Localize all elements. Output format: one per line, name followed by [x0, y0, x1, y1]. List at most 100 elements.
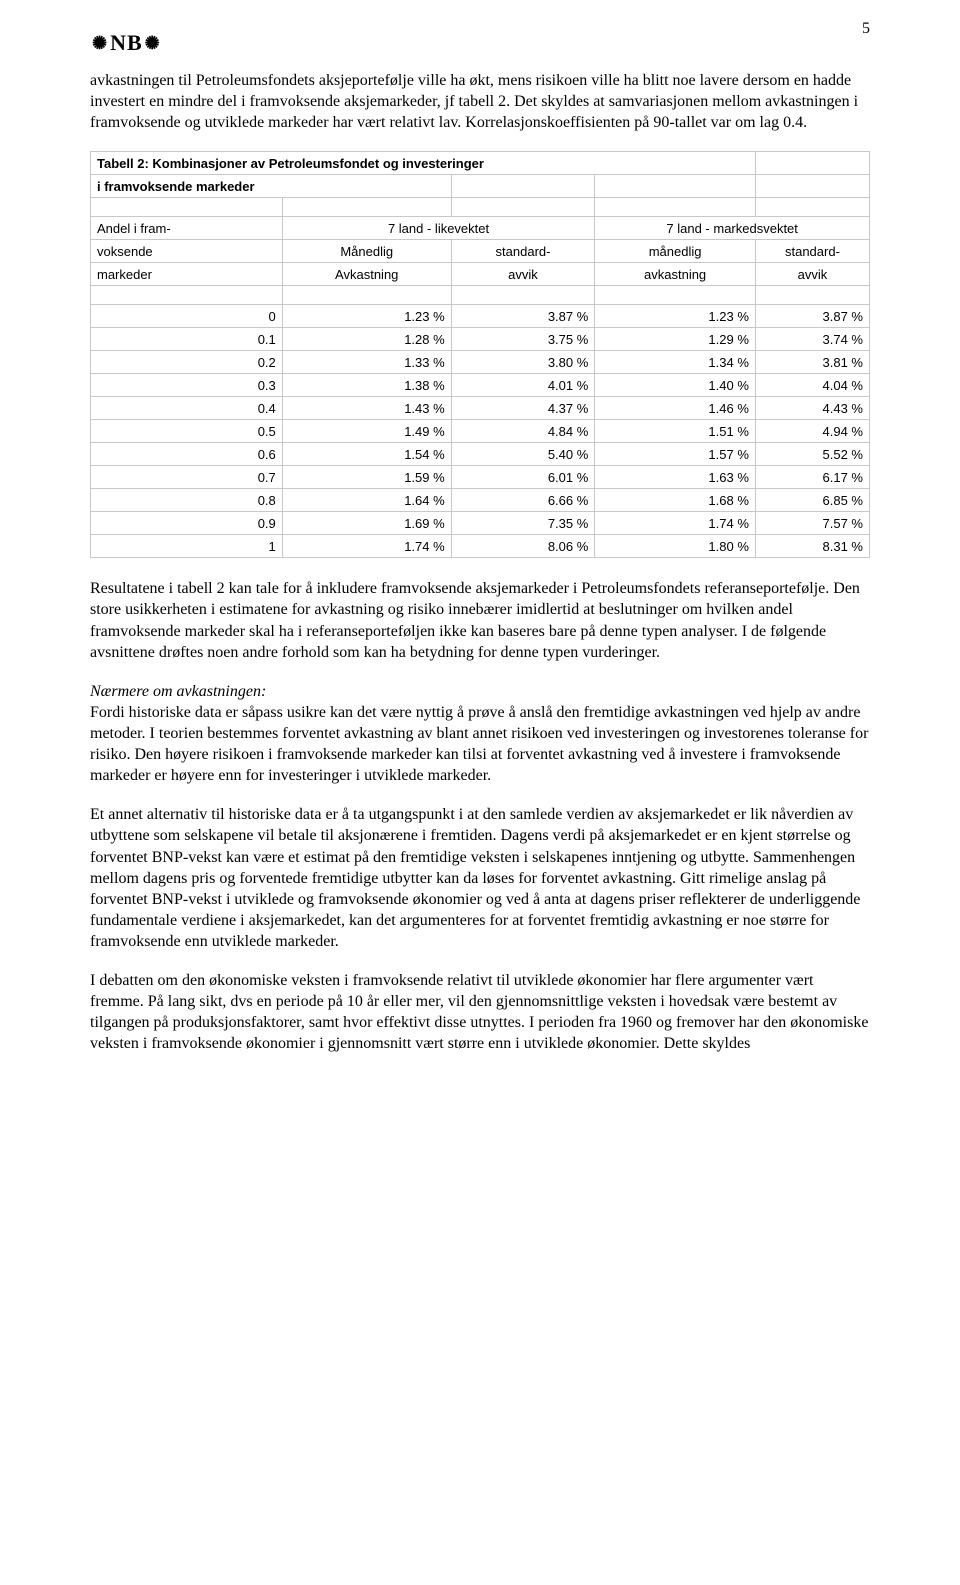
- table-cell: 7.35 %: [451, 512, 595, 535]
- data-table: Tabell 2: Kombinasjoner av Petroleumsfon…: [90, 151, 870, 558]
- table-row: 0.81.64 %6.66 %1.68 %6.85 %: [91, 489, 870, 512]
- table-cell: 1.54 %: [282, 443, 451, 466]
- table-cell: 0.5: [91, 420, 283, 443]
- table-row: 01.23 %3.87 %1.23 %3.87 %: [91, 305, 870, 328]
- table-header-row: Andel i fram- 7 land - likevektet 7 land…: [91, 217, 870, 240]
- paragraph: avkastningen til Petroleumsfondets aksje…: [90, 70, 870, 133]
- table-cell: 1.43 %: [282, 397, 451, 420]
- table-cell: 1.34 %: [595, 351, 756, 374]
- table-cell: 1: [91, 535, 283, 558]
- subheading: Nærmere om avkastningen:: [90, 683, 266, 700]
- table-cell: 1.33 %: [282, 351, 451, 374]
- table-cell: 7.57 %: [755, 512, 869, 535]
- table-row: 11.74 %8.06 %1.80 %8.31 %: [91, 535, 870, 558]
- table-spacer-row: [91, 198, 870, 217]
- table-cell: 4.43 %: [755, 397, 869, 420]
- table-cell: 6.85 %: [755, 489, 869, 512]
- table-cell: 6.01 %: [451, 466, 595, 489]
- table-cell: 0.2: [91, 351, 283, 374]
- table-cell: 1.59 %: [282, 466, 451, 489]
- table-header-row: markeder Avkastning avvik avkastning avv…: [91, 263, 870, 286]
- col-header: markeder: [91, 263, 283, 286]
- table-cell: 0: [91, 305, 283, 328]
- table-cell: 1.29 %: [595, 328, 756, 351]
- table-cell: 3.74 %: [755, 328, 869, 351]
- paragraph: Et annet alternativ til historiske data …: [90, 804, 870, 952]
- table-body: 01.23 %3.87 %1.23 %3.87 %0.11.28 %3.75 %…: [91, 305, 870, 558]
- table-cell: 1.74 %: [595, 512, 756, 535]
- table-row: 0.31.38 %4.01 %1.40 %4.04 %: [91, 374, 870, 397]
- table-cell: 4.04 %: [755, 374, 869, 397]
- table-cell: 1.74 %: [282, 535, 451, 558]
- col-header: Månedlig: [282, 240, 451, 263]
- empty-cell: [451, 175, 595, 198]
- paragraph: Resultatene i tabell 2 kan tale for å in…: [90, 578, 870, 662]
- col-header: månedlig: [595, 240, 756, 263]
- table-cell: 3.87 %: [755, 305, 869, 328]
- table-cell: 1.57 %: [595, 443, 756, 466]
- table-cell: 0.4: [91, 397, 283, 420]
- paragraph: I debatten om den økonomiske veksten i f…: [90, 970, 870, 1054]
- empty-cell: [755, 152, 869, 175]
- paragraph-text: Fordi historiske data er såpass usikre k…: [90, 704, 868, 784]
- paragraph: Nærmere om avkastningen: Fordi historisk…: [90, 681, 870, 787]
- table-cell: 3.87 %: [451, 305, 595, 328]
- table-cell: 0.9: [91, 512, 283, 535]
- col-header: Avkastning: [282, 263, 451, 286]
- col-header: avkastning: [595, 263, 756, 286]
- col-header: avvik: [755, 263, 869, 286]
- document-page: 5 ✺ NB ✺ avkastningen til Petroleumsfond…: [0, 0, 960, 1133]
- table-row: 0.61.54 %5.40 %1.57 %5.52 %: [91, 443, 870, 466]
- table-cell: 1.80 %: [595, 535, 756, 558]
- table-cell: 3.81 %: [755, 351, 869, 374]
- table-cell: 5.52 %: [755, 443, 869, 466]
- table-title-row: i framvoksende markeder: [91, 175, 870, 198]
- table-cell: 6.17 %: [755, 466, 869, 489]
- table-2: Tabell 2: Kombinasjoner av Petroleumsfon…: [90, 151, 870, 558]
- ornament-icon: ✺: [90, 33, 110, 54]
- col-group-header: 7 land - markedsvektet: [595, 217, 870, 240]
- table-row: 0.41.43 %4.37 %1.46 %4.43 %: [91, 397, 870, 420]
- table-cell: 4.84 %: [451, 420, 595, 443]
- table-cell: 1.23 %: [282, 305, 451, 328]
- table-cell: 4.37 %: [451, 397, 595, 420]
- table-subtitle: i framvoksende markeder: [91, 175, 452, 198]
- table-cell: 8.31 %: [755, 535, 869, 558]
- table-cell: 1.51 %: [595, 420, 756, 443]
- table-cell: 6.66 %: [451, 489, 595, 512]
- page-number: 5: [862, 20, 870, 38]
- table-row: 0.11.28 %3.75 %1.29 %3.74 %: [91, 328, 870, 351]
- table-cell: 0.1: [91, 328, 283, 351]
- table-title-row: Tabell 2: Kombinasjoner av Petroleumsfon…: [91, 152, 870, 175]
- table-cell: 1.28 %: [282, 328, 451, 351]
- table-row: 0.71.59 %6.01 %1.63 %6.17 %: [91, 466, 870, 489]
- table-cell: 1.40 %: [595, 374, 756, 397]
- table-cell: 1.46 %: [595, 397, 756, 420]
- table-cell: 4.94 %: [755, 420, 869, 443]
- empty-cell: [595, 175, 756, 198]
- col-header: Andel i fram-: [91, 217, 283, 240]
- col-header: standard-: [755, 240, 869, 263]
- table-cell: 3.75 %: [451, 328, 595, 351]
- table-row: 0.21.33 %3.80 %1.34 %3.81 %: [91, 351, 870, 374]
- table-cell: 0.7: [91, 466, 283, 489]
- table-cell: 1.23 %: [595, 305, 756, 328]
- table-row: 0.91.69 %7.35 %1.74 %7.57 %: [91, 512, 870, 535]
- table-cell: 1.38 %: [282, 374, 451, 397]
- logo-text: NB: [110, 30, 143, 56]
- col-header: voksende: [91, 240, 283, 263]
- table-header-row: voksende Månedlig standard- månedlig sta…: [91, 240, 870, 263]
- table-cell: 1.64 %: [282, 489, 451, 512]
- table-cell: 3.80 %: [451, 351, 595, 374]
- table-cell: 0.8: [91, 489, 283, 512]
- col-group-header: 7 land - likevektet: [282, 217, 595, 240]
- logo: ✺ NB ✺: [90, 30, 163, 56]
- table-cell: 1.69 %: [282, 512, 451, 535]
- col-header: avvik: [451, 263, 595, 286]
- table-cell: 1.49 %: [282, 420, 451, 443]
- table-cell: 4.01 %: [451, 374, 595, 397]
- table-cell: 8.06 %: [451, 535, 595, 558]
- table-cell: 0.3: [91, 374, 283, 397]
- col-header: standard-: [451, 240, 595, 263]
- table-cell: 1.63 %: [595, 466, 756, 489]
